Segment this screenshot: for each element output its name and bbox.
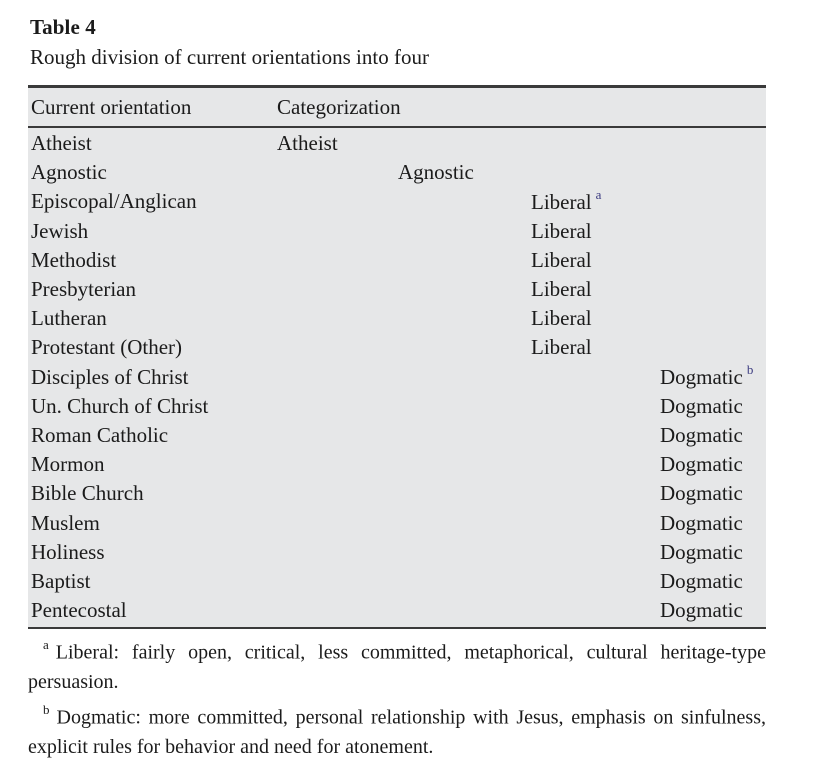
orientation-cell: Jewish — [31, 218, 89, 243]
orientation-cell: Episcopal/Anglican — [31, 189, 197, 214]
table-body: Atheist Atheist Agnostic Agnostic Episco… — [28, 128, 766, 627]
category-label: Agnostic — [398, 160, 474, 185]
orientation-cell: Roman Catholic — [31, 422, 169, 447]
category-label: Dogmatic — [660, 510, 743, 535]
footnote-text-a: Liberal: fairly open, critical, less com… — [28, 641, 766, 693]
table-row: Disciples of Christ Dogmatic b — [28, 362, 766, 392]
table-row: Agnostic Agnostic — [28, 158, 766, 187]
orientation-cell: Muslem — [31, 510, 100, 535]
header-current-orientation: Current orientation — [31, 94, 192, 119]
table-row: Bible Church Dogmatic — [28, 479, 766, 508]
category-label: Liberal — [531, 247, 592, 272]
category-label: Dogmatic — [660, 452, 743, 477]
category-cell: Dogmatic — [660, 481, 743, 506]
orientation-cell: Lutheran — [31, 306, 107, 331]
category-label: Dogmatic — [660, 598, 743, 623]
category-cell: Liberal — [531, 277, 592, 302]
category-label: Dogmatic — [660, 568, 743, 593]
table-caption: Rough division of current orientations i… — [30, 45, 429, 69]
table-header-row: Current orientation Categorization — [28, 88, 766, 128]
footnote-marker-a: a — [43, 637, 49, 653]
category-label: Dogmatic — [660, 422, 743, 447]
orientation-cell: Agnostic — [31, 160, 107, 185]
orientation-cell: Atheist — [31, 131, 92, 156]
category-cell: Dogmatic b — [660, 362, 754, 390]
orientation-cell: Pentecostal — [31, 598, 127, 623]
category-cell: Dogmatic — [660, 511, 743, 536]
table-row: Episcopal/Anglican Liberal a — [28, 187, 766, 216]
table-row: Protestant (Other) Liberal — [28, 333, 766, 362]
footnote-marker-b: b — [43, 701, 50, 717]
category-cell: Dogmatic — [660, 423, 743, 448]
category-cell: Dogmatic — [660, 569, 743, 594]
orientation-cell: Methodist — [31, 247, 117, 272]
table-row: Un. Church of Christ Dogmatic — [28, 392, 766, 421]
category-cell: Liberal — [531, 248, 592, 273]
orientation-cell: Baptist — [31, 568, 91, 593]
category-cell: Dogmatic — [660, 394, 743, 419]
orientation-table: Current orientation Categorization Athei… — [28, 85, 766, 630]
header-categorization: Categorization — [277, 94, 401, 119]
table-row: Lutheran Liberal — [28, 304, 766, 333]
orientation-cell: Protestant (Other) — [31, 335, 183, 360]
category-label: Liberal — [531, 306, 592, 331]
footnote-text-b: Dogmatic: more committed, personal relat… — [28, 706, 766, 758]
table-row: Jewish Liberal — [28, 217, 766, 246]
orientation-cell: Un. Church of Christ — [31, 393, 209, 418]
category-label: Dogmatic — [660, 539, 743, 564]
category-cell: Dogmatic — [660, 540, 743, 565]
table-row: Atheist Atheist — [28, 129, 766, 158]
category-label: Liberal — [531, 277, 592, 302]
category-cell: Liberal — [531, 306, 592, 331]
category-cell: Atheist — [277, 131, 338, 156]
category-label: Dogmatic — [660, 393, 743, 418]
footnote-liberal: a Liberal: fairly open, critical, less co… — [28, 632, 766, 697]
category-label: Liberal — [531, 218, 592, 243]
category-label: Dogmatic — [660, 365, 743, 390]
table-row: Presbyterian Liberal — [28, 275, 766, 304]
orientation-cell: Bible Church — [31, 481, 144, 506]
footnote-dogmatic: b Dogmatic: more committed, personal rela… — [28, 697, 766, 762]
table-row: Baptist Dogmatic — [28, 567, 766, 596]
table-row: Holiness Dogmatic — [28, 538, 766, 567]
table-row: Mormon Dogmatic — [28, 450, 766, 479]
table-row: Roman Catholic Dogmatic — [28, 421, 766, 450]
category-label: Liberal — [531, 335, 592, 360]
table-row: Muslem Dogmatic — [28, 508, 766, 537]
orientation-cell: Presbyterian — [31, 277, 136, 302]
orientation-cell: Disciples of Christ — [31, 364, 189, 389]
table-row: Pentecostal Dogmatic — [28, 596, 766, 625]
category-label: Atheist — [277, 131, 338, 156]
category-cell: Liberal — [531, 219, 592, 244]
table-title: Table 4 — [30, 15, 96, 39]
category-cell: Agnostic — [398, 160, 474, 185]
category-superscript: a — [595, 186, 602, 202]
table-footnotes: a Liberal: fairly open, critical, less co… — [28, 632, 766, 761]
category-cell: Liberal a — [531, 186, 602, 215]
orientation-cell: Mormon — [31, 452, 105, 477]
table-row: Methodist Liberal — [28, 246, 766, 275]
category-superscript: b — [746, 362, 754, 378]
category-label: Dogmatic — [660, 481, 743, 506]
category-cell: Dogmatic — [660, 598, 743, 623]
orientation-cell: Holiness — [31, 539, 105, 564]
category-label: Liberal — [531, 189, 592, 214]
category-cell: Liberal — [531, 335, 592, 360]
category-cell: Dogmatic — [660, 452, 743, 477]
